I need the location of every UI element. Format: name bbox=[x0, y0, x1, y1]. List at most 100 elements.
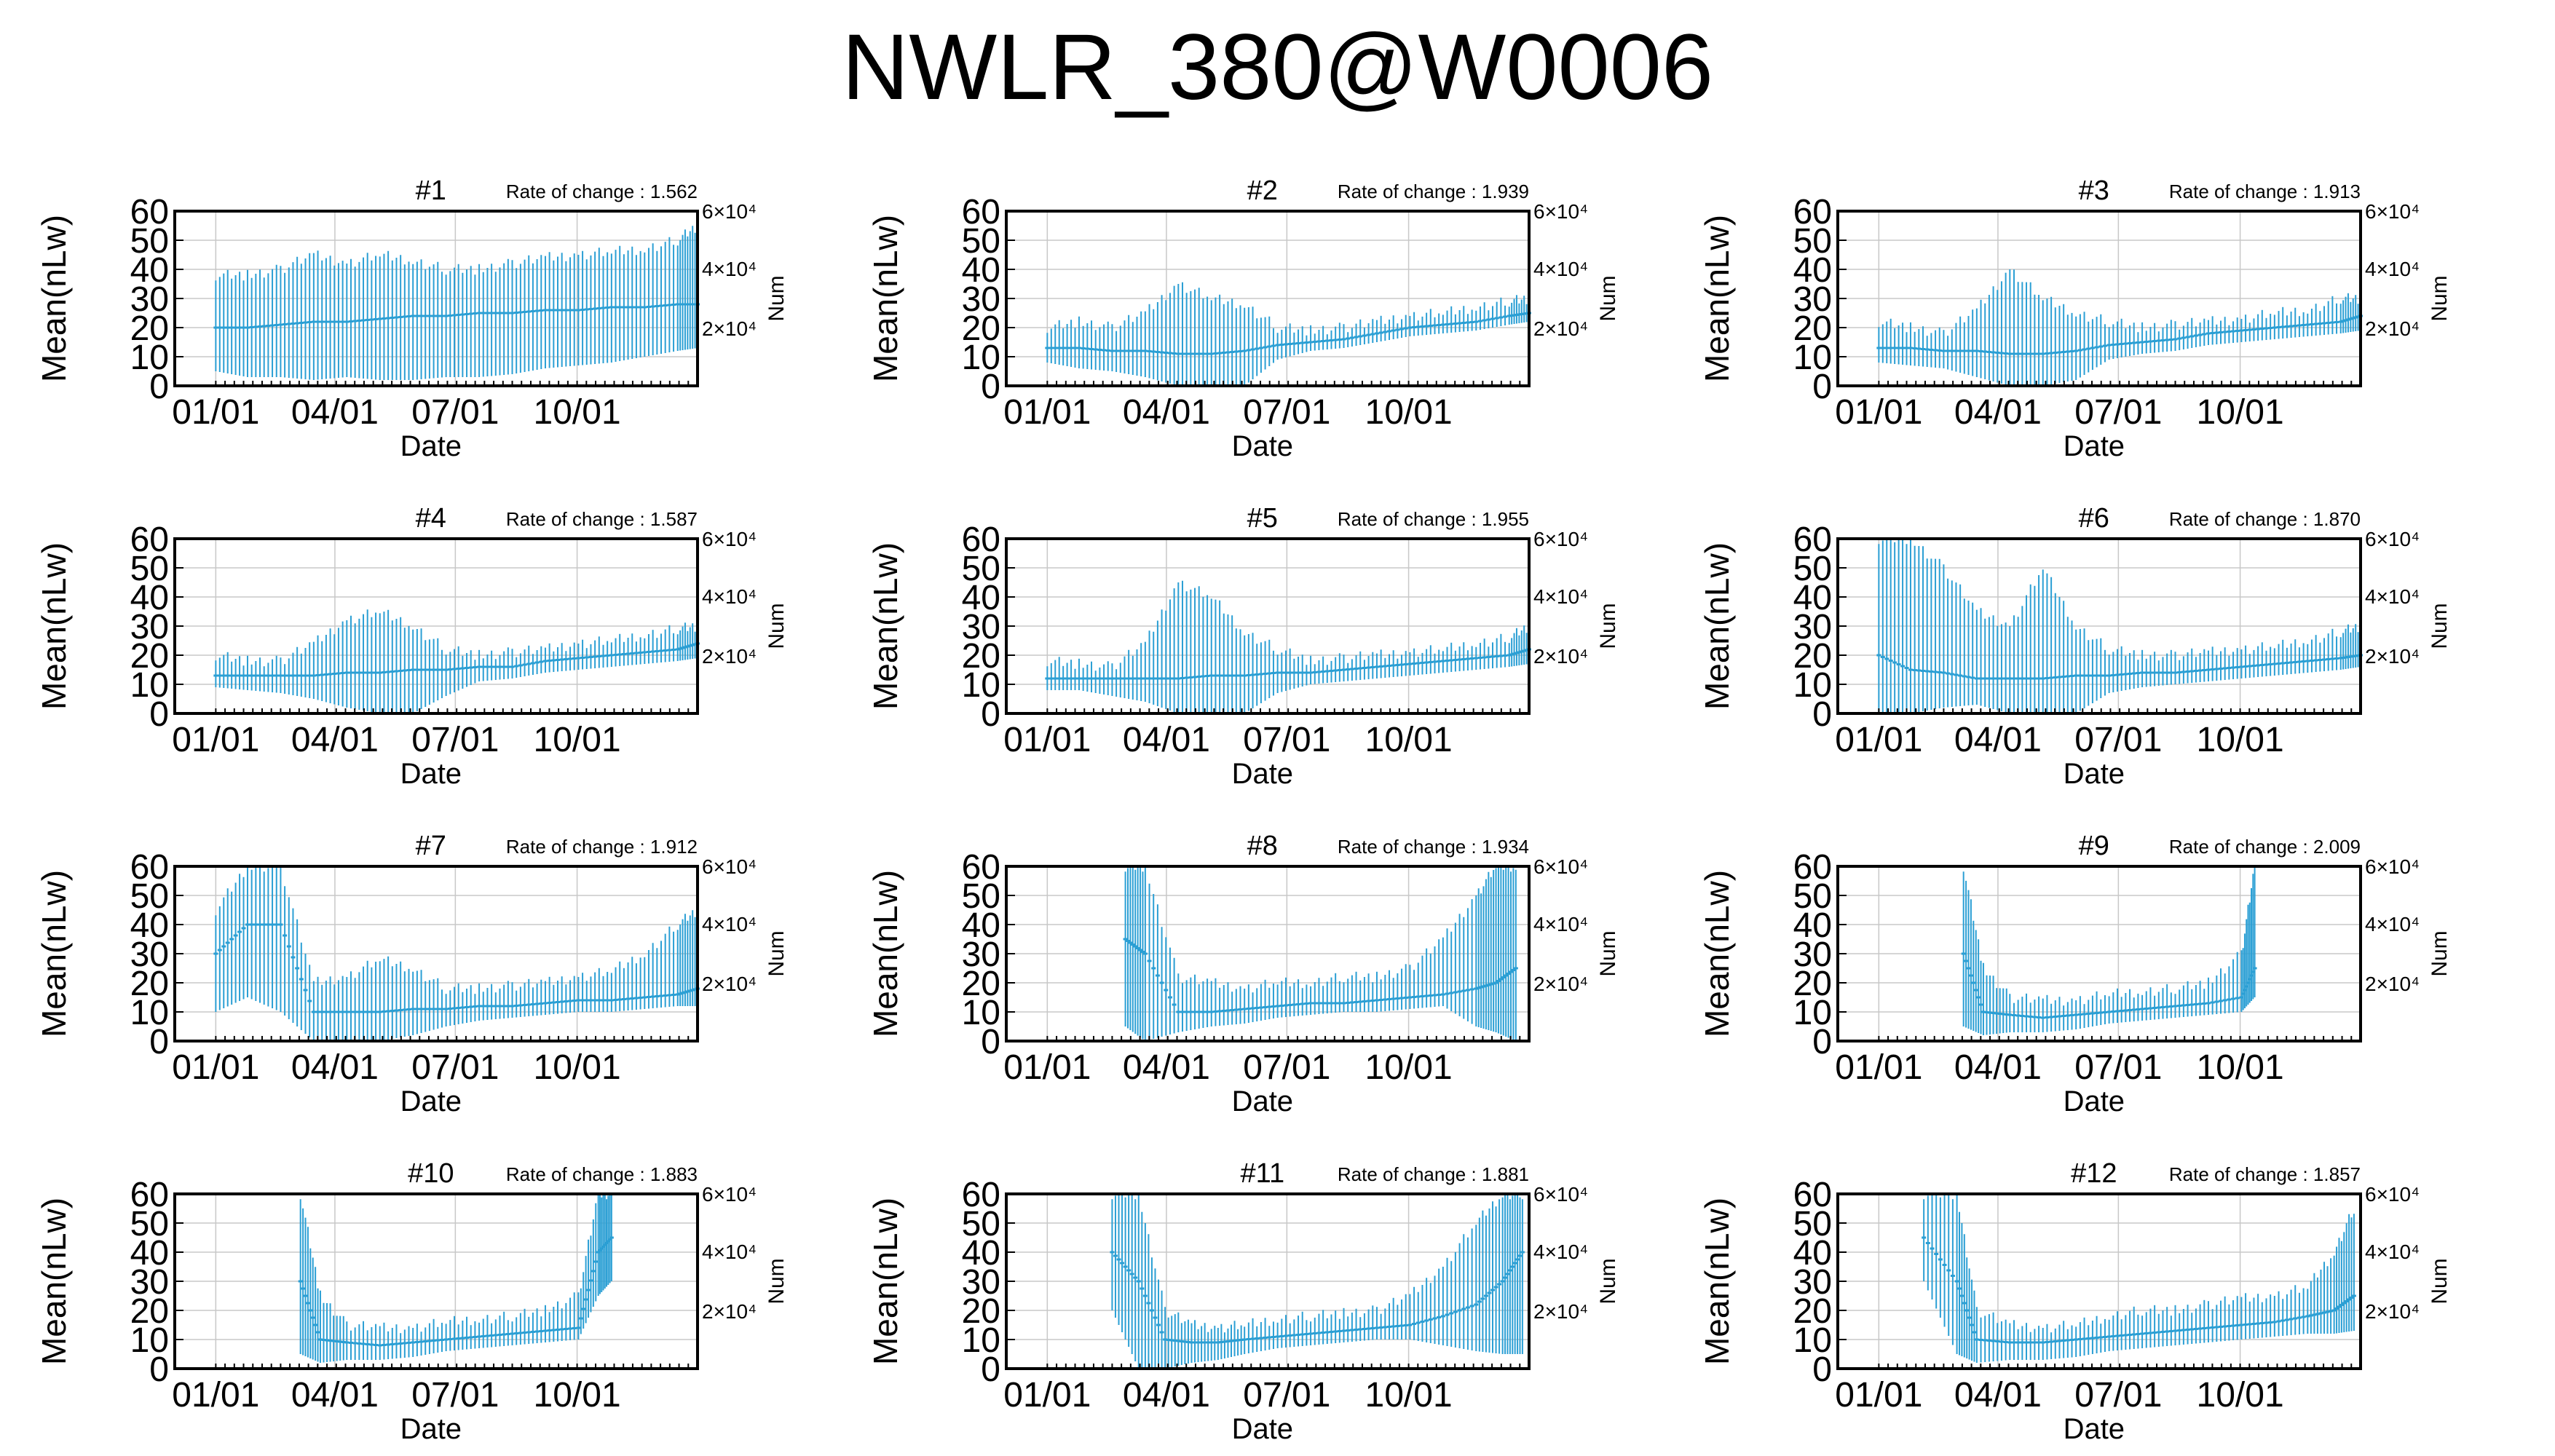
mean-point bbox=[1971, 981, 1976, 984]
mean-point bbox=[431, 314, 436, 317]
mean-point bbox=[505, 665, 510, 668]
mean-point bbox=[1114, 677, 1119, 680]
mean-point bbox=[1494, 317, 1499, 320]
mean-point bbox=[1133, 945, 1138, 948]
mean-point bbox=[1908, 668, 1913, 671]
mean-point bbox=[2119, 1010, 2124, 1012]
mean-point bbox=[1383, 1326, 1388, 1329]
mean-point bbox=[2249, 974, 2254, 977]
mean-point bbox=[2144, 671, 2149, 674]
mean-point bbox=[1188, 352, 1193, 355]
mean-point bbox=[2326, 322, 2331, 324]
mean-point bbox=[2165, 1005, 2170, 1008]
mean-point bbox=[1512, 652, 1517, 655]
x-tick-label: 01/01 bbox=[1003, 1048, 1091, 1087]
mean-point bbox=[1962, 1302, 1967, 1305]
mean-point bbox=[1954, 1280, 1959, 1283]
mean-point bbox=[1504, 974, 1509, 977]
mean-point bbox=[2318, 1312, 2323, 1315]
mean-point bbox=[1378, 331, 1383, 334]
mean-point bbox=[633, 997, 639, 1000]
mean-point bbox=[2024, 677, 2029, 680]
mean-point bbox=[1346, 1329, 1351, 1332]
y-tick-label: 0 bbox=[149, 368, 169, 406]
mean-point bbox=[1217, 1010, 1223, 1013]
mean-point bbox=[505, 312, 510, 314]
mean-point bbox=[671, 304, 676, 306]
x-tick-label: 07/01 bbox=[411, 1048, 499, 1087]
x-tick-label: 04/01 bbox=[291, 721, 379, 759]
mean-point bbox=[2040, 352, 2045, 355]
mean-point bbox=[2152, 671, 2157, 674]
y2-tick-label: 4×10⁴ bbox=[2365, 913, 2420, 935]
mean-point bbox=[1287, 343, 1292, 345]
mean-point bbox=[2037, 1341, 2042, 1344]
mean-point bbox=[1934, 1253, 1939, 1255]
mean-point bbox=[2057, 351, 2062, 354]
mean-point bbox=[1959, 1294, 1964, 1297]
y-tick-label: 40 bbox=[962, 251, 1000, 290]
mean-point bbox=[2247, 1323, 2252, 1326]
y-tick-label: 60 bbox=[130, 1176, 169, 1214]
mean-point bbox=[1509, 314, 1515, 317]
x-tick-label: 04/01 bbox=[1123, 1048, 1210, 1087]
mean-point bbox=[1217, 674, 1223, 677]
mean-point bbox=[1506, 973, 1511, 975]
mean-point bbox=[402, 1342, 407, 1345]
y-axis-label: Mean(nLw) bbox=[866, 1198, 904, 1365]
mean-point bbox=[1275, 344, 1280, 347]
y-tick-label: 30 bbox=[962, 1263, 1000, 1302]
mean-point bbox=[1292, 1003, 1297, 1006]
y-tick-label: 50 bbox=[962, 1205, 1000, 1243]
y-tick-label: 60 bbox=[130, 193, 169, 232]
y-tick-label: 10 bbox=[1793, 994, 1832, 1032]
chart-title: #9 bbox=[2079, 831, 2109, 861]
mean-point bbox=[1490, 1289, 1496, 1291]
mean-point bbox=[1511, 969, 1516, 971]
mean-point bbox=[1102, 677, 1107, 680]
x-axis-label: Date bbox=[1232, 758, 1294, 790]
mean-point bbox=[485, 1334, 490, 1337]
mean-point bbox=[1941, 349, 1946, 352]
mean-point bbox=[1053, 347, 1058, 349]
mean-point bbox=[2322, 322, 2327, 325]
mean-point bbox=[2152, 340, 2157, 342]
mean-point bbox=[542, 309, 548, 312]
y-tick-label: 50 bbox=[130, 1205, 169, 1243]
mean-point bbox=[2024, 352, 2029, 355]
mean-point bbox=[2239, 996, 2244, 999]
mean-point bbox=[596, 655, 601, 657]
y-tick-label: 10 bbox=[962, 339, 1000, 377]
mean-point bbox=[419, 668, 424, 671]
mean-point bbox=[435, 1339, 441, 1342]
mean-point bbox=[2343, 656, 2348, 659]
mean-point bbox=[687, 303, 692, 306]
x-axis-label: Date bbox=[400, 1413, 462, 1445]
mean-point bbox=[1924, 348, 1930, 351]
mean-point bbox=[1221, 1010, 1226, 1012]
mean-point bbox=[411, 668, 416, 671]
mean-point bbox=[655, 305, 660, 307]
mean-point bbox=[1491, 982, 1496, 985]
mean-point bbox=[435, 1008, 441, 1010]
chart-title: #1 bbox=[416, 175, 446, 206]
x-tick-label: 10/01 bbox=[2197, 1376, 2284, 1415]
mean-point bbox=[1337, 1002, 1342, 1005]
mean-point bbox=[605, 999, 610, 1002]
mean-point bbox=[283, 934, 288, 937]
mean-point bbox=[2061, 1340, 2066, 1342]
mean-point bbox=[411, 314, 416, 317]
mean-point bbox=[2045, 1341, 2050, 1343]
mean-point bbox=[685, 303, 690, 306]
y-tick-label: 40 bbox=[1793, 251, 1832, 290]
mean-point bbox=[1994, 1012, 1999, 1015]
y2-tick-label: 2×10⁴ bbox=[2365, 317, 2420, 340]
mean-point bbox=[1316, 1332, 1322, 1334]
mean-point bbox=[390, 317, 395, 319]
mean-point bbox=[1487, 1291, 1492, 1294]
mean-point bbox=[217, 949, 222, 951]
mean-point bbox=[2219, 1000, 2224, 1002]
mean-point bbox=[460, 1006, 465, 1009]
mean-point bbox=[1424, 1319, 1429, 1322]
mean-point bbox=[2057, 1340, 2062, 1342]
